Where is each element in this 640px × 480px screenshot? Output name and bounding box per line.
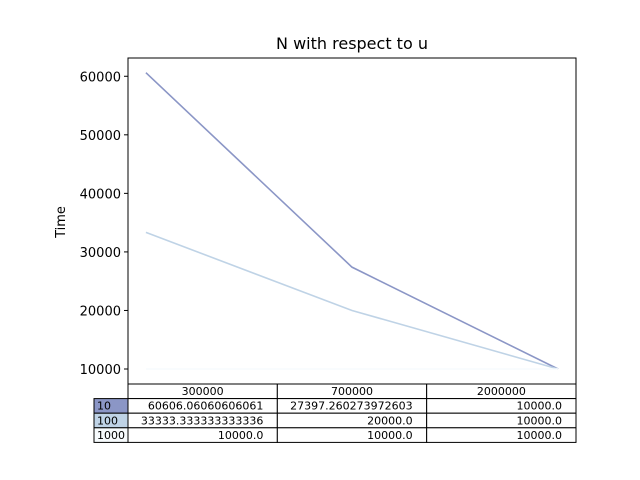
table-cell-value: 60606.06060606061 xyxy=(148,400,263,413)
table-row-label: 1000 xyxy=(97,429,125,442)
plot-frame xyxy=(127,57,577,385)
y-tick-label: 10000 xyxy=(80,363,121,378)
series-line-100 xyxy=(145,231,559,370)
table-header-label: 2000000 xyxy=(477,385,526,398)
table-cell xyxy=(426,427,577,443)
table-cell-value: 33333.333333333336 xyxy=(141,414,263,427)
table-row-label: 10 xyxy=(97,400,111,413)
table-cell-value: 10000.0 xyxy=(517,414,563,427)
table-cell-value: 10000.0 xyxy=(367,429,413,442)
table-row-label: 100 xyxy=(97,414,118,427)
data-table: 300000 700000 2000000 10 60606.06060606061 27… xyxy=(93,383,577,443)
table-cell-value: 27397.260273972603 xyxy=(290,400,412,413)
table-header-label: 700000 xyxy=(331,385,373,398)
table-cell-value: 10000.0 xyxy=(517,400,563,413)
table-cell-value: 10000.0 xyxy=(218,429,264,442)
chart-title: N with respect to u xyxy=(276,34,428,53)
y-tick-label: 20000 xyxy=(80,304,121,319)
y-tick-label: 50000 xyxy=(80,129,121,144)
series-line-10 xyxy=(145,72,559,370)
table-cell-value: 20000.0 xyxy=(367,414,413,427)
y-axis-label: Time xyxy=(54,206,69,239)
y-tick-label: 30000 xyxy=(80,246,121,261)
y-tick-label: 40000 xyxy=(80,187,121,202)
table-header-label: 300000 xyxy=(182,385,224,398)
table-cell-value: 10000.0 xyxy=(517,429,563,442)
plot-area: 10000 20000 30000 40000 50000 60000 xyxy=(80,57,577,385)
y-tick-label: 60000 xyxy=(80,70,121,85)
